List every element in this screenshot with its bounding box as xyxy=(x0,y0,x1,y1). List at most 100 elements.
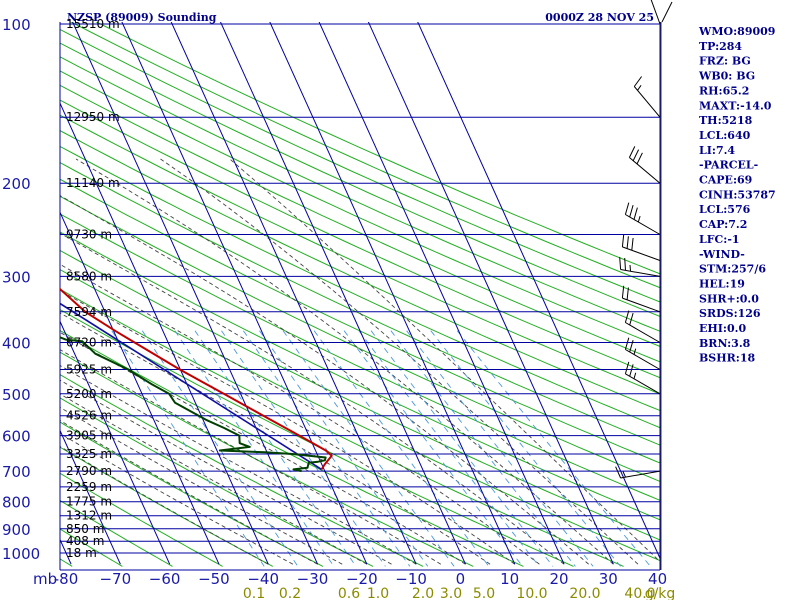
wind-barb xyxy=(624,361,661,395)
moist-adiabat-line xyxy=(60,232,565,565)
mixing-ratio-line xyxy=(174,330,335,567)
moist-adiabat-line xyxy=(60,289,516,565)
wind-barb-flag xyxy=(621,234,625,247)
temperature-tick-label: −10 xyxy=(395,570,427,588)
wind-barb-staff xyxy=(625,322,661,343)
wind-barb xyxy=(628,146,661,184)
moist-adiabat-line xyxy=(60,432,294,565)
wind-barb-top-tail xyxy=(661,1,673,23)
wind-barb-flag xyxy=(626,236,629,249)
chart-title: NZSP (89009) Sounding xyxy=(67,11,217,24)
height-label: 8580 m xyxy=(66,269,112,283)
temperature-trace xyxy=(60,287,333,470)
wind-barb-flag xyxy=(629,312,634,326)
pressure-label: 300 xyxy=(2,268,31,286)
wind-barb xyxy=(624,337,661,370)
wind-barb-staff xyxy=(629,157,661,184)
dry-adiabat-line xyxy=(60,145,660,429)
wind-barb-layer xyxy=(615,0,673,570)
mixing-ratio-line xyxy=(430,330,621,567)
pressure-label: 700 xyxy=(2,463,31,481)
index-text: CINH:53787 xyxy=(699,188,776,201)
wind-barb xyxy=(615,466,661,479)
dry-adiabat-line xyxy=(60,130,660,412)
index-text: WB0: BG xyxy=(698,70,755,83)
isotherm-line xyxy=(367,22,614,565)
wind-barb-half-flag xyxy=(637,215,641,223)
index-text: EHI:0.0 xyxy=(699,322,746,335)
isotherm-line xyxy=(417,22,660,560)
index-text: LCL:576 xyxy=(699,203,751,216)
wind-barb-staff xyxy=(622,246,661,261)
wind-barb-flag xyxy=(633,76,643,87)
mixing-ratio-line xyxy=(456,330,651,567)
height-label: 2790 m xyxy=(66,464,112,478)
index-text: -WIND- xyxy=(699,248,745,261)
dry-adiabat-line xyxy=(60,397,374,567)
mixing-ratio-label: 3.0 xyxy=(440,586,462,600)
mixing-ratio-label: 0.1 xyxy=(243,586,265,600)
isotherm-layer xyxy=(60,22,660,565)
moist-adiabat-line xyxy=(60,419,318,565)
height-label: 6720 m xyxy=(66,336,112,350)
wind-barb-flag xyxy=(628,146,636,158)
height-label: 4526 m xyxy=(66,409,112,423)
wind-barb xyxy=(624,202,661,235)
dry-adiabat-line xyxy=(95,22,660,275)
height-label: 7594 m xyxy=(66,305,112,319)
index-text: BSHR:18 xyxy=(699,352,755,365)
moist-adiabat-line xyxy=(60,406,343,565)
mixing-ratio-line xyxy=(111,330,265,567)
wind-barb-staff xyxy=(620,470,661,479)
pressure-label: 400 xyxy=(2,335,31,353)
index-text: TP:284 xyxy=(699,40,742,53)
wind-barb-staff xyxy=(625,349,661,370)
pressure-unit-label: mb xyxy=(33,570,57,588)
wind-barb-staff xyxy=(625,373,661,395)
moist-adiabat-line xyxy=(60,263,540,565)
pressure-label: 600 xyxy=(2,428,31,446)
height-label: 12950 m xyxy=(66,110,120,124)
adiabat-layer xyxy=(60,22,660,567)
height-label: 2259 m xyxy=(66,480,112,494)
moist-adiabat-line xyxy=(60,331,466,565)
wind-barb-flag xyxy=(621,285,625,299)
parcel-trace xyxy=(60,302,323,471)
index-text: LFC:-1 xyxy=(699,233,740,246)
height-label: 15510 m xyxy=(66,17,120,31)
moist-adiabat-line xyxy=(60,393,368,565)
height-label: 1775 m xyxy=(66,495,112,509)
isotherm-line xyxy=(219,22,466,565)
mixing-ratio-label: 10.0 xyxy=(516,586,547,600)
mixing-ratio-label: 20.0 xyxy=(569,586,600,600)
mixing-ratio-label: 40.0 xyxy=(624,586,655,600)
wind-barb-flag xyxy=(615,466,622,479)
mixing-ratio-line xyxy=(370,330,554,567)
mixing-ratio-line xyxy=(243,330,411,567)
wind-barb xyxy=(650,0,661,25)
isotherm-line xyxy=(318,22,565,565)
wind-barb-flag xyxy=(624,361,630,374)
temperature-tick-label: 0 xyxy=(456,570,466,588)
wind-barb-flag xyxy=(619,257,622,270)
wind-barb-flag xyxy=(631,237,634,251)
isotherm-line xyxy=(170,22,417,565)
wind-barb-flag xyxy=(633,207,638,220)
dry-adiabat-line xyxy=(60,99,660,379)
wind-barb-flag xyxy=(624,257,626,271)
wind-barb-staff xyxy=(625,214,661,235)
chart-timestamp: 0000Z 28 NOV 25 xyxy=(545,11,654,24)
wind-barb-staff xyxy=(650,0,661,25)
wind-barb xyxy=(619,257,661,277)
wind-barb xyxy=(621,285,661,313)
isobar-layer xyxy=(59,22,661,571)
temperature-tick-label: −20 xyxy=(346,570,378,588)
isotherm-line xyxy=(269,22,516,565)
wind-barb-flag xyxy=(629,364,634,377)
dry-adiabat-line xyxy=(60,114,660,395)
wind-barb-staff xyxy=(622,297,661,313)
wind-barb-staff xyxy=(633,86,661,118)
height-label: 408 m xyxy=(66,534,104,548)
mixing-ratio-line xyxy=(390,330,576,567)
